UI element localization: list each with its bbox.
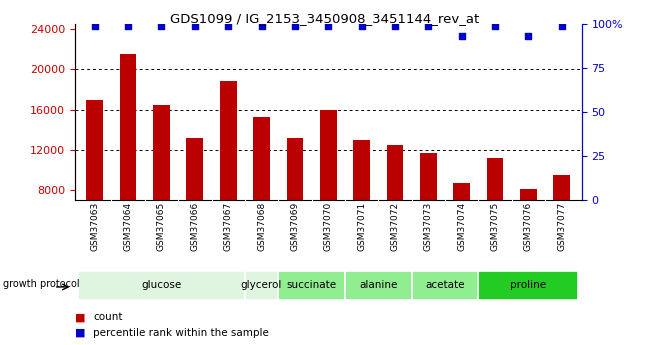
- Text: GSM37067: GSM37067: [224, 202, 233, 252]
- Point: [490, 23, 501, 29]
- Bar: [220, 81, 237, 270]
- Text: GSM37068: GSM37068: [257, 202, 266, 252]
- Bar: [453, 183, 470, 270]
- Point: [323, 23, 333, 29]
- Bar: [345, 271, 411, 300]
- Text: GDS1099 / IG_2153_3450908_3451144_rev_at: GDS1099 / IG_2153_3450908_3451144_rev_at: [170, 12, 480, 25]
- Text: GSM37072: GSM37072: [391, 202, 400, 252]
- Text: GSM37065: GSM37065: [157, 202, 166, 252]
- Text: GSM37073: GSM37073: [424, 202, 433, 252]
- Text: GSM37069: GSM37069: [291, 202, 300, 252]
- Bar: [487, 158, 503, 270]
- Text: GSM37063: GSM37063: [90, 202, 99, 252]
- Point: [256, 23, 266, 29]
- Bar: [520, 189, 537, 270]
- Bar: [245, 271, 278, 300]
- Text: glucose: glucose: [141, 280, 181, 290]
- Text: GSM37074: GSM37074: [457, 202, 466, 252]
- Text: percentile rank within the sample: percentile rank within the sample: [93, 328, 269, 338]
- Bar: [254, 117, 270, 270]
- Text: GSM37077: GSM37077: [557, 202, 566, 252]
- Point: [290, 23, 300, 29]
- Point: [523, 34, 534, 39]
- Bar: [387, 145, 403, 270]
- Text: alanine: alanine: [359, 280, 397, 290]
- Point: [223, 23, 233, 29]
- Point: [190, 23, 200, 29]
- Text: glycerol: glycerol: [241, 280, 282, 290]
- Text: ■: ■: [75, 328, 85, 338]
- Point: [423, 23, 434, 29]
- Bar: [153, 105, 170, 270]
- Text: ■: ■: [75, 313, 85, 322]
- Bar: [78, 271, 245, 300]
- Text: GSM37071: GSM37071: [357, 202, 366, 252]
- Text: proline: proline: [510, 280, 547, 290]
- Point: [156, 23, 166, 29]
- Text: succinate: succinate: [287, 280, 337, 290]
- Bar: [187, 138, 203, 270]
- Bar: [278, 271, 345, 300]
- Text: GSM37066: GSM37066: [190, 202, 200, 252]
- Text: count: count: [93, 313, 122, 322]
- Text: GSM37064: GSM37064: [124, 202, 133, 252]
- Point: [123, 23, 133, 29]
- Bar: [478, 271, 578, 300]
- Bar: [86, 100, 103, 270]
- Bar: [320, 110, 337, 270]
- Point: [456, 34, 467, 39]
- Bar: [411, 271, 478, 300]
- Text: GSM37076: GSM37076: [524, 202, 533, 252]
- Text: growth protocol: growth protocol: [3, 279, 79, 289]
- Point: [390, 23, 400, 29]
- Point: [556, 23, 567, 29]
- Text: GSM37075: GSM37075: [491, 202, 500, 252]
- Bar: [420, 153, 437, 270]
- Bar: [120, 54, 136, 270]
- Point: [356, 23, 367, 29]
- Text: acetate: acetate: [425, 280, 465, 290]
- Bar: [553, 175, 570, 270]
- Point: [90, 23, 100, 29]
- Text: GSM37070: GSM37070: [324, 202, 333, 252]
- Bar: [353, 140, 370, 270]
- Bar: [287, 138, 304, 270]
